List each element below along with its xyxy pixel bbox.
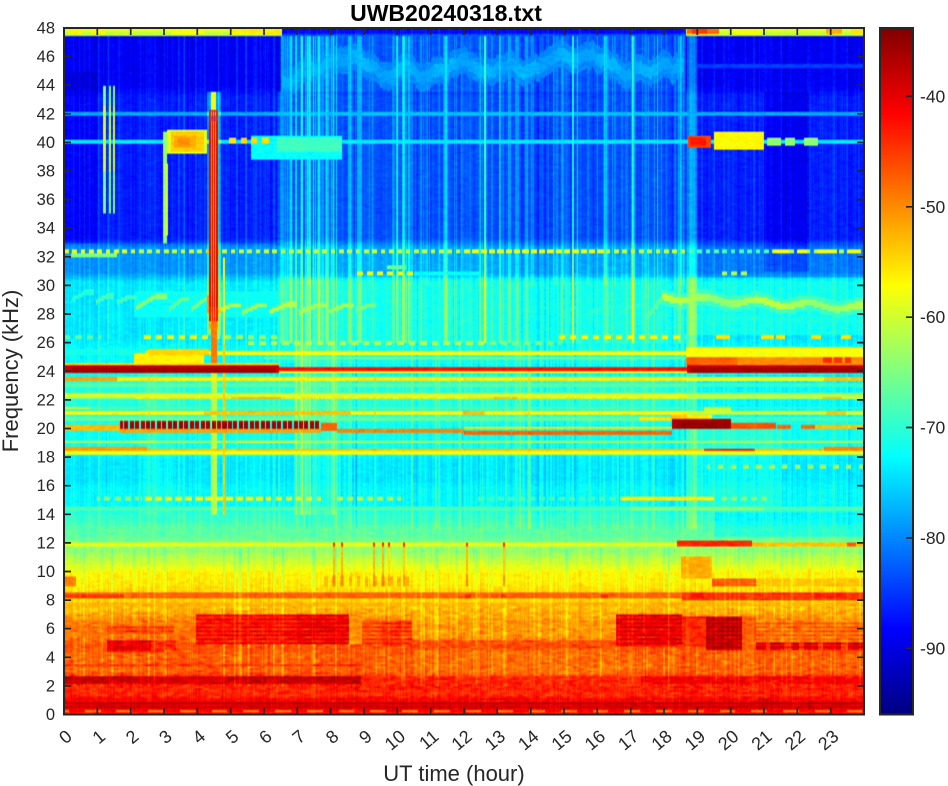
svg-text:-60: -60 [920, 307, 946, 327]
svg-text:-50: -50 [920, 197, 946, 217]
svg-text:1: 1 [89, 726, 110, 748]
svg-text:14: 14 [37, 506, 55, 524]
svg-text:30: 30 [37, 277, 55, 295]
svg-text:23: 23 [814, 726, 842, 754]
svg-text:18: 18 [37, 449, 55, 467]
svg-text:0: 0 [46, 706, 55, 724]
svg-text:42: 42 [37, 105, 55, 123]
svg-text:28: 28 [37, 306, 55, 324]
svg-text:46: 46 [37, 48, 55, 66]
svg-text:8: 8 [46, 592, 55, 610]
svg-text:14: 14 [514, 726, 542, 754]
svg-text:44: 44 [37, 77, 55, 95]
svg-text:16: 16 [37, 477, 55, 495]
svg-text:-40: -40 [920, 86, 946, 106]
svg-text:38: 38 [37, 163, 55, 181]
svg-text:22: 22 [781, 726, 809, 754]
svg-text:10: 10 [381, 726, 409, 754]
svg-text:12: 12 [37, 534, 55, 552]
svg-text:40: 40 [37, 134, 55, 152]
svg-text:Frequency (kHz): Frequency (kHz) [0, 290, 23, 453]
svg-text:34: 34 [37, 220, 55, 238]
svg-text:16: 16 [581, 726, 609, 754]
svg-text:7: 7 [289, 726, 310, 748]
svg-text:-90: -90 [920, 638, 946, 658]
svg-text:8: 8 [322, 726, 343, 748]
svg-text:3: 3 [155, 726, 176, 748]
svg-text:2: 2 [46, 677, 55, 695]
svg-text:13: 13 [481, 726, 509, 754]
svg-text:26: 26 [37, 334, 55, 352]
svg-text:48: 48 [37, 20, 55, 38]
svg-text:2: 2 [122, 726, 143, 748]
svg-text:22: 22 [37, 391, 55, 409]
svg-text:6: 6 [255, 726, 276, 748]
svg-text:20: 20 [714, 726, 742, 754]
svg-text:17: 17 [614, 726, 642, 754]
svg-text:-80: -80 [920, 528, 946, 548]
svg-text:24: 24 [37, 363, 55, 381]
svg-text:-70: -70 [920, 418, 946, 438]
svg-text:0: 0 [55, 726, 76, 748]
svg-text:11: 11 [415, 726, 442, 753]
svg-text:21: 21 [748, 726, 776, 754]
svg-text:15: 15 [548, 726, 576, 754]
svg-text:18: 18 [648, 726, 676, 754]
svg-text:4: 4 [46, 649, 55, 667]
svg-text:32: 32 [37, 248, 55, 266]
svg-text:4: 4 [189, 726, 210, 748]
svg-text:9: 9 [355, 726, 376, 748]
svg-text:20: 20 [37, 420, 55, 438]
svg-text:12: 12 [448, 726, 476, 754]
svg-text:10: 10 [37, 563, 55, 581]
svg-text:UT time (hour): UT time (hour) [383, 761, 524, 786]
svg-text:5: 5 [222, 726, 243, 748]
svg-text:19: 19 [681, 726, 709, 754]
svg-text:6: 6 [46, 620, 55, 638]
svg-text:UWB20240318.txt: UWB20240318.txt [350, 0, 542, 26]
svg-text:36: 36 [37, 191, 55, 209]
